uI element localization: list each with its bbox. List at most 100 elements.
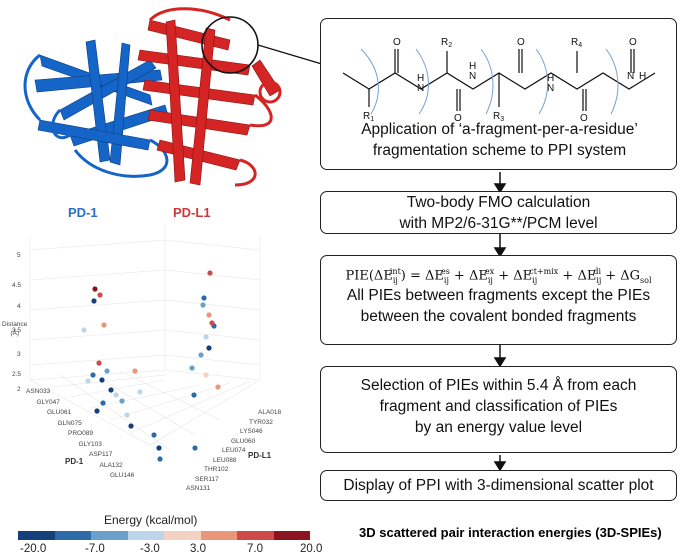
left-residue-label: ASP117 [89, 451, 113, 458]
svg-text:O: O [580, 113, 588, 124]
colorbar-segment [18, 531, 55, 540]
step4-line1: Selection of PIEs within 5.4 Å from each [360, 377, 637, 394]
right-residue-label: LYS046 [240, 428, 263, 435]
step4-line2: fragment and classification of PIEs [379, 398, 618, 415]
svg-text:H: H [639, 71, 646, 82]
z-tick-label: 2.5 [12, 371, 22, 378]
scatter-point [203, 372, 209, 378]
scatter-point [206, 345, 212, 351]
scatter-point [201, 295, 207, 301]
scatter-point [85, 378, 91, 384]
svg-text:R1: R1 [363, 111, 374, 123]
colorbar-segment [127, 531, 164, 540]
colorbar-segment [237, 531, 274, 540]
scatter-point [198, 352, 204, 358]
scatter-point [137, 389, 143, 395]
right-residue-label: ALA018 [258, 409, 282, 416]
flow-arrows [493, 172, 507, 472]
colorbar-tick-label: -20.0 [20, 543, 47, 555]
svg-text:R4: R4 [571, 37, 582, 49]
colorbar-tick-label: -3.0 [140, 543, 160, 555]
step4-box: Selection of PIEs within 5.4 Å from each… [320, 366, 677, 453]
right-residue-label: TYR032 [249, 418, 273, 426]
svg-text:H: H [469, 61, 476, 72]
z-axis-label-line1: Distance [2, 321, 28, 328]
left-residue-label: GLY103 [78, 440, 102, 448]
pd1-ribbon [34, 39, 169, 166]
left-residue-label: ALA132 [99, 461, 123, 469]
scatter-point [94, 408, 100, 414]
svg-text:N: N [547, 83, 554, 94]
scatter-point [206, 312, 212, 318]
scatter-point [215, 384, 221, 390]
scatter-points [81, 270, 221, 462]
scatter-point [124, 412, 130, 418]
step2-line2: with MP2/6-31G**/PCM level [399, 215, 598, 232]
svg-text:O: O [629, 37, 637, 48]
colorbar-segment [91, 531, 128, 540]
step3-line2: between the covalent bonded fragments [360, 308, 637, 325]
left-residue-label: GLY047 [36, 398, 60, 406]
scatter-point [119, 398, 125, 404]
scatter-point [99, 377, 105, 383]
svg-text:N: N [627, 71, 634, 82]
svg-text:R2: R2 [441, 37, 452, 49]
svg-text:N: N [469, 71, 476, 82]
left-residue-label: PRO089 [68, 430, 93, 437]
z-axis-label-line2: (Å) [10, 330, 19, 337]
scatter-point [200, 302, 206, 308]
scatter-point [128, 423, 134, 429]
colorbar [18, 531, 310, 540]
scatter-point [113, 392, 119, 398]
scatter-point [156, 445, 162, 451]
step2-line1: Two-body FMO calculation [406, 194, 591, 211]
step3-line1: All PIEs between fragments except the PI… [346, 287, 651, 304]
scatter-point [104, 368, 110, 374]
figure-caption: 3D scattered pair interaction energies (… [359, 525, 662, 540]
right-residue-label: THR102 [204, 466, 229, 473]
right-residue-label: LEU088 [213, 456, 237, 464]
colorbar-tick-label: -7.0 [85, 543, 105, 555]
pie-formula: PIE(ΔEijint) = ΔEijes + ΔEijex + ΔEijct+… [345, 267, 652, 285]
svg-text:R3: R3 [493, 111, 504, 123]
z-axis-label: Distance (Å) [2, 320, 27, 338]
svg-text:O: O [454, 113, 462, 124]
colorbar-tick-label: 3.0 [190, 543, 206, 555]
scatter-point [203, 334, 209, 340]
scatter-point [81, 327, 87, 333]
right-residue-label: SER117 [195, 475, 219, 483]
step2-box: Two-body FMO calculation with MP2/6-31G*… [320, 191, 677, 234]
scatter-3d-svg [29, 225, 261, 462]
scatter-point [90, 372, 96, 378]
scatter-point [92, 286, 98, 292]
colorbar-title: Energy (kcal/mol) [104, 513, 198, 527]
scatter-point [132, 368, 138, 374]
scatter-plot-panel: PD-1 PD-L1 Distance (Å) 5 4.5 4 3.5 3 2.5 2 AS… [0, 205, 300, 505]
z-tick-label: 3.5 [12, 327, 22, 334]
svg-text:N: N [417, 83, 424, 94]
scatter-point [96, 360, 102, 366]
scatter-point [189, 365, 195, 371]
z-tick-label: 3 [17, 351, 21, 358]
scatter-point [191, 392, 197, 398]
left-residue-label: GLU146 [110, 472, 135, 479]
scatter-point [151, 432, 157, 438]
pdl1-ribbon [137, 19, 281, 186]
svg-text:O: O [517, 37, 525, 48]
step4-line3: by an energy value level [414, 419, 583, 436]
scatter-point [97, 292, 103, 298]
step1-line2: fragmentation scheme to PPI system [372, 142, 627, 159]
colorbar-segment [273, 531, 310, 540]
step1-line1: Application of ‘a-fragment-per-a-residue… [361, 121, 638, 138]
colorbar-segment [54, 531, 91, 540]
axis-left-title: PD-1 [65, 457, 84, 466]
z-tick-label: 4 [17, 303, 21, 310]
right-residue-label: GLU060 [231, 437, 256, 445]
colorbar-segment [200, 531, 237, 540]
step3-box: PIE(ΔEijint) = ΔEijes + ΔEijex + ΔEijct+… [320, 255, 677, 345]
z-tick-label: 4.5 [12, 282, 22, 289]
left-residue-label: ASN033 [26, 388, 51, 395]
scatter-point [157, 456, 163, 462]
